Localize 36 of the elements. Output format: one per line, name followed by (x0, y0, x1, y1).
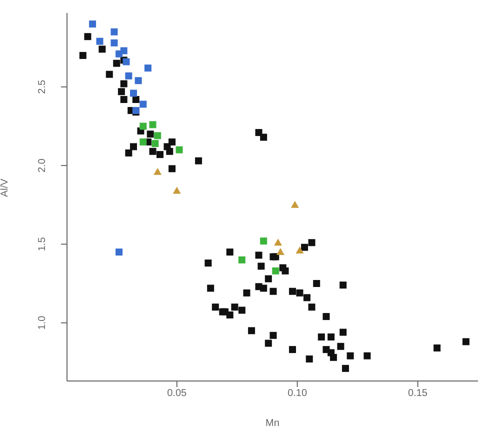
point (172, 186, 181, 194)
point (110, 39, 118, 46)
x-tick-label: 0.10 (288, 388, 308, 400)
point (116, 248, 123, 256)
point (140, 100, 147, 108)
point (144, 64, 152, 72)
point (140, 122, 147, 130)
point (134, 77, 142, 84)
y-tick-label: 1.5 (37, 236, 48, 252)
point (116, 50, 123, 58)
point (238, 256, 246, 264)
y-tick-label: 2.0 (37, 158, 48, 172)
point (272, 267, 280, 274)
y-tick-label: 2.5 (37, 80, 48, 94)
point (122, 58, 130, 66)
point (125, 72, 132, 80)
y-axis-title: Al/V (0, 178, 11, 197)
point (276, 248, 284, 256)
x-tick-label: 0.05 (167, 388, 188, 400)
point (89, 20, 96, 28)
point (149, 121, 156, 128)
point (96, 38, 104, 45)
point (274, 238, 282, 246)
point (290, 200, 299, 208)
point (130, 90, 137, 97)
x-axis-title: Mn (266, 418, 280, 429)
point (140, 138, 147, 146)
point (296, 246, 304, 254)
point (260, 238, 268, 245)
point (176, 146, 183, 154)
y-tick-label: 1.0 (37, 315, 48, 330)
point (110, 28, 118, 36)
x-tick-label: 0.15 (408, 388, 428, 400)
point (152, 140, 159, 148)
point (154, 168, 162, 175)
point (154, 132, 162, 140)
